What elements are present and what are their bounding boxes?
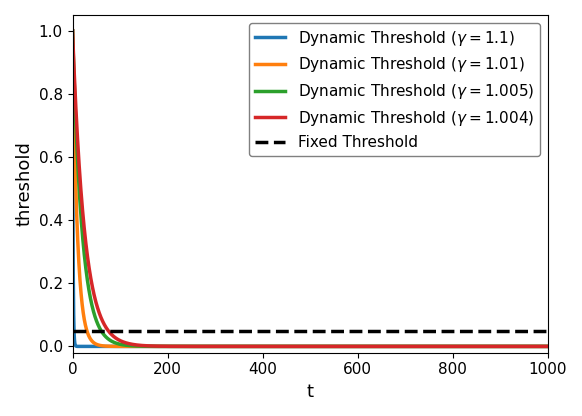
Dynamic Threshold ($\gamma = 1.004$) [162,344,169,349]
Dynamic Threshold ($\gamma = 1.01$) [71,142,78,147]
Dynamic Threshold ($\gamma = 1.004$) [69,28,76,33]
Y-axis label: threshold: threshold [15,141,33,226]
Dynamic Threshold ($\gamma = 1.01$) [519,344,526,349]
X-axis label: t: t [307,383,314,401]
Line: Dynamic Threshold ($\gamma = 1.005$): Dynamic Threshold ($\gamma = 1.005$) [73,31,548,347]
Line: Dynamic Threshold ($\gamma = 1.1$): Dynamic Threshold ($\gamma = 1.1$) [73,31,548,347]
Dynamic Threshold ($\gamma = 1.1$) [441,344,448,349]
Line: Dynamic Threshold ($\gamma = 1.01$): Dynamic Threshold ($\gamma = 1.01$) [73,31,548,347]
Dynamic Threshold ($\gamma = 1.004$) [97,315,104,320]
Dynamic Threshold ($\gamma = 1.01$) [88,339,95,344]
Dynamic Threshold ($\gamma = 1.01$) [162,344,169,349]
Dynamic Threshold ($\gamma = 1.1$) [97,344,104,349]
Dynamic Threshold ($\gamma = 1.01$) [97,343,104,348]
Dynamic Threshold ($\gamma = 1.1$) [301,344,308,349]
Dynamic Threshold ($\gamma = 1.1$) [88,344,95,349]
Dynamic Threshold ($\gamma = 1.005$) [301,344,308,349]
Fixed Threshold [69,328,76,333]
Dynamic Threshold ($\gamma = 1.01$) [69,28,76,33]
Legend: Dynamic Threshold ($\gamma = 1.1$), Dynamic Threshold ($\gamma = 1.01$), Dynamic: Dynamic Threshold ($\gamma = 1.1$), Dyna… [249,22,540,156]
Dynamic Threshold ($\gamma = 1.1$) [162,344,169,349]
Dynamic Threshold ($\gamma = 1.1$) [519,344,526,349]
Dynamic Threshold ($\gamma = 1.005$) [544,344,551,349]
Dynamic Threshold ($\gamma = 1.005$) [97,328,104,333]
Dynamic Threshold ($\gamma = 1.005$) [88,304,95,309]
Dynamic Threshold ($\gamma = 1.004$) [544,344,551,349]
Dynamic Threshold ($\gamma = 1.005$) [69,28,76,33]
Dynamic Threshold ($\gamma = 1.1$) [544,344,551,349]
Dynamic Threshold ($\gamma = 1.005$) [162,344,169,349]
Dynamic Threshold ($\gamma = 1.004$) [519,344,526,349]
Dynamic Threshold ($\gamma = 1.01$) [301,344,308,349]
Dynamic Threshold ($\gamma = 1.005$) [519,344,526,349]
Dynamic Threshold ($\gamma = 1.004$) [88,283,95,288]
Dynamic Threshold ($\gamma = 1.01$) [544,344,551,349]
Dynamic Threshold ($\gamma = 1.1$) [71,339,78,344]
Dynamic Threshold ($\gamma = 1.004$) [301,344,308,349]
Line: Dynamic Threshold ($\gamma = 1.004$): Dynamic Threshold ($\gamma = 1.004$) [73,31,548,347]
Dynamic Threshold ($\gamma = 1.004$) [71,80,78,85]
Dynamic Threshold ($\gamma = 1.005$) [71,92,78,97]
Dynamic Threshold ($\gamma = 1.1$) [69,28,76,33]
Fixed Threshold [69,328,76,333]
